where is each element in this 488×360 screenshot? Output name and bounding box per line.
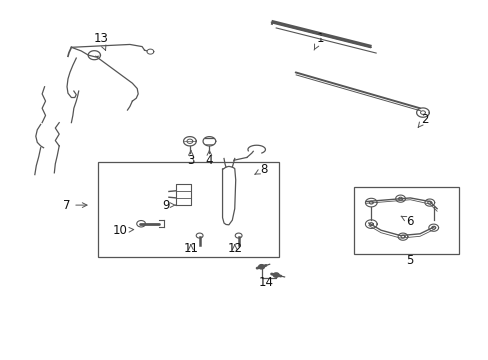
Text: 5: 5	[406, 254, 413, 267]
Circle shape	[258, 265, 264, 269]
Text: 2: 2	[417, 113, 428, 127]
Bar	[353, 187, 458, 253]
Text: 12: 12	[227, 242, 242, 255]
Text: 13: 13	[93, 32, 108, 50]
Text: 10: 10	[113, 224, 134, 237]
Text: 6: 6	[400, 215, 413, 228]
Text: 4: 4	[205, 150, 213, 167]
Text: 9: 9	[163, 199, 175, 212]
Circle shape	[273, 273, 279, 277]
Text: 3: 3	[187, 150, 194, 167]
Text: 14: 14	[259, 276, 273, 289]
Text: 11: 11	[183, 242, 198, 255]
Text: 7: 7	[62, 199, 87, 212]
Bar	[98, 162, 278, 257]
Text: 1: 1	[313, 32, 323, 50]
Text: 8: 8	[254, 163, 267, 176]
